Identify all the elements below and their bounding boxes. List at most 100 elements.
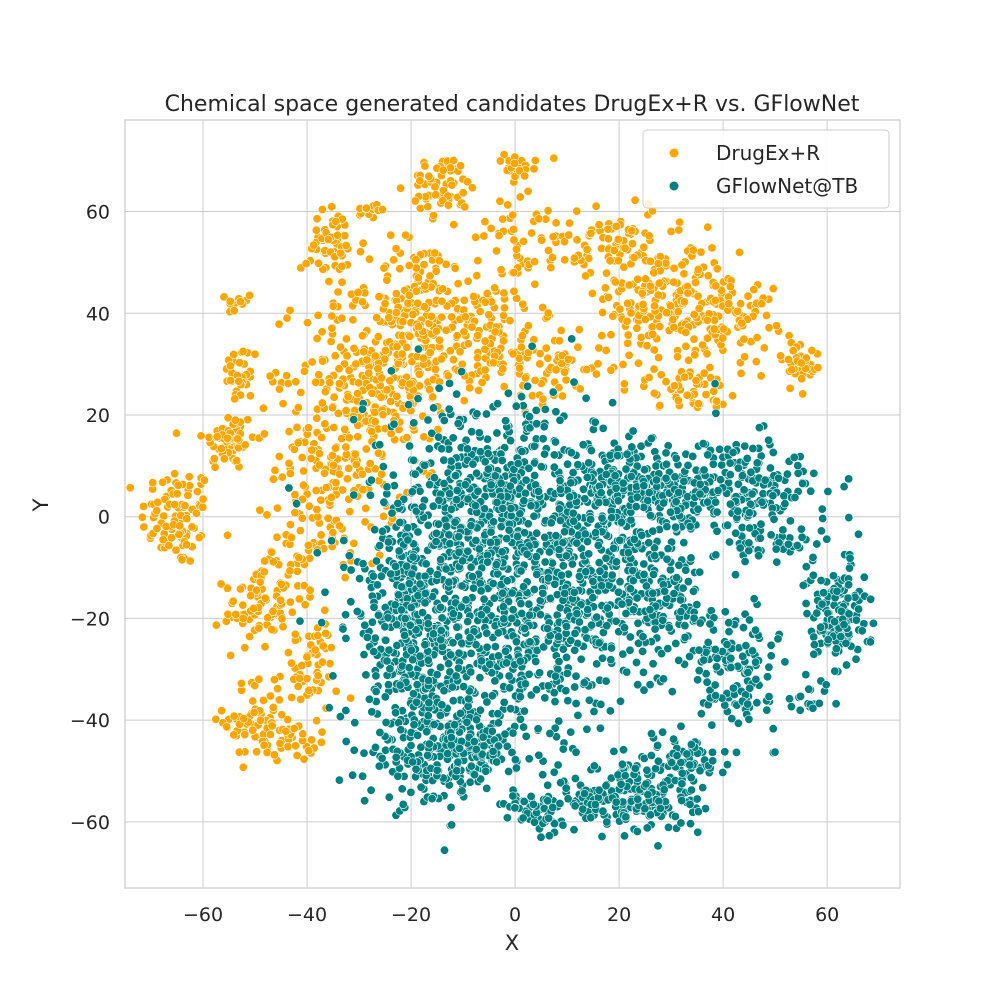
data-point <box>756 371 766 381</box>
data-point <box>844 580 854 590</box>
data-point <box>259 567 269 577</box>
data-point <box>630 195 640 205</box>
data-point <box>392 640 402 650</box>
data-point <box>538 770 548 780</box>
data-point <box>480 297 490 307</box>
data-point <box>676 606 686 616</box>
data-point <box>843 593 853 603</box>
data-point <box>535 349 545 359</box>
data-point <box>554 504 564 514</box>
data-point <box>785 516 795 526</box>
data-point <box>633 618 643 628</box>
data-point <box>702 349 712 359</box>
data-point <box>459 327 469 337</box>
data-point <box>252 747 262 757</box>
data-point <box>397 784 407 794</box>
data-point <box>671 638 681 648</box>
data-point <box>839 620 849 630</box>
data-point <box>741 641 751 651</box>
data-point <box>608 398 618 408</box>
data-point <box>403 298 413 308</box>
data-point <box>719 324 729 334</box>
data-point <box>341 705 351 715</box>
data-point <box>452 495 462 505</box>
data-point <box>621 464 631 474</box>
data-point <box>499 382 509 392</box>
data-point <box>661 308 671 318</box>
data-point <box>366 785 376 795</box>
data-point <box>285 468 295 478</box>
data-point <box>823 635 833 645</box>
data-point <box>505 481 515 491</box>
data-point <box>380 622 390 632</box>
data-point <box>275 595 285 605</box>
data-point <box>472 468 482 478</box>
data-point <box>423 520 433 530</box>
data-point <box>520 623 530 633</box>
data-point <box>562 668 572 678</box>
data-point <box>304 746 314 756</box>
data-point <box>531 656 541 666</box>
data-point <box>358 559 368 569</box>
data-point <box>341 449 351 459</box>
data-point <box>683 288 693 298</box>
data-point <box>444 404 454 414</box>
data-point <box>192 487 202 497</box>
data-point <box>731 747 741 757</box>
data-point <box>857 626 867 636</box>
data-point <box>569 253 579 263</box>
data-point <box>332 230 342 240</box>
data-point <box>334 379 344 389</box>
data-point <box>508 791 518 801</box>
data-point <box>520 679 530 689</box>
data-point <box>362 632 372 642</box>
data-point <box>434 335 444 345</box>
data-point <box>580 494 590 504</box>
data-point <box>444 659 454 669</box>
data-point <box>633 680 643 690</box>
data-point <box>351 359 361 369</box>
data-point <box>484 310 494 320</box>
data-point <box>793 468 803 478</box>
data-point <box>475 447 485 457</box>
data-point <box>597 831 607 841</box>
data-point <box>182 514 192 524</box>
data-point <box>467 572 477 582</box>
data-point <box>743 699 753 709</box>
data-point <box>543 206 553 216</box>
data-point <box>377 373 387 383</box>
data-point <box>526 501 536 511</box>
data-point <box>589 761 599 771</box>
data-point <box>593 540 603 550</box>
data-point <box>515 656 525 666</box>
data-point <box>679 297 689 307</box>
data-point <box>705 362 715 372</box>
data-point <box>757 497 767 507</box>
data-point <box>678 583 688 593</box>
data-point <box>229 730 239 740</box>
data-point <box>482 642 492 652</box>
data-point <box>702 333 712 343</box>
data-point <box>578 484 588 494</box>
data-point <box>644 538 654 548</box>
data-point <box>651 475 661 485</box>
data-point <box>669 277 679 287</box>
data-point <box>691 277 701 287</box>
data-point <box>272 503 282 513</box>
data-point <box>452 766 462 776</box>
data-point <box>364 368 374 378</box>
data-point <box>139 522 149 532</box>
data-point <box>499 303 509 313</box>
data-point <box>518 582 528 592</box>
data-point <box>313 631 323 641</box>
data-point <box>854 604 864 614</box>
data-point <box>457 638 467 648</box>
data-point <box>461 595 471 605</box>
data-point <box>680 372 690 382</box>
data-point <box>491 246 501 256</box>
data-point <box>335 712 345 722</box>
data-point <box>676 595 686 605</box>
data-point <box>402 433 412 443</box>
data-point <box>467 427 477 437</box>
data-point <box>802 609 812 619</box>
